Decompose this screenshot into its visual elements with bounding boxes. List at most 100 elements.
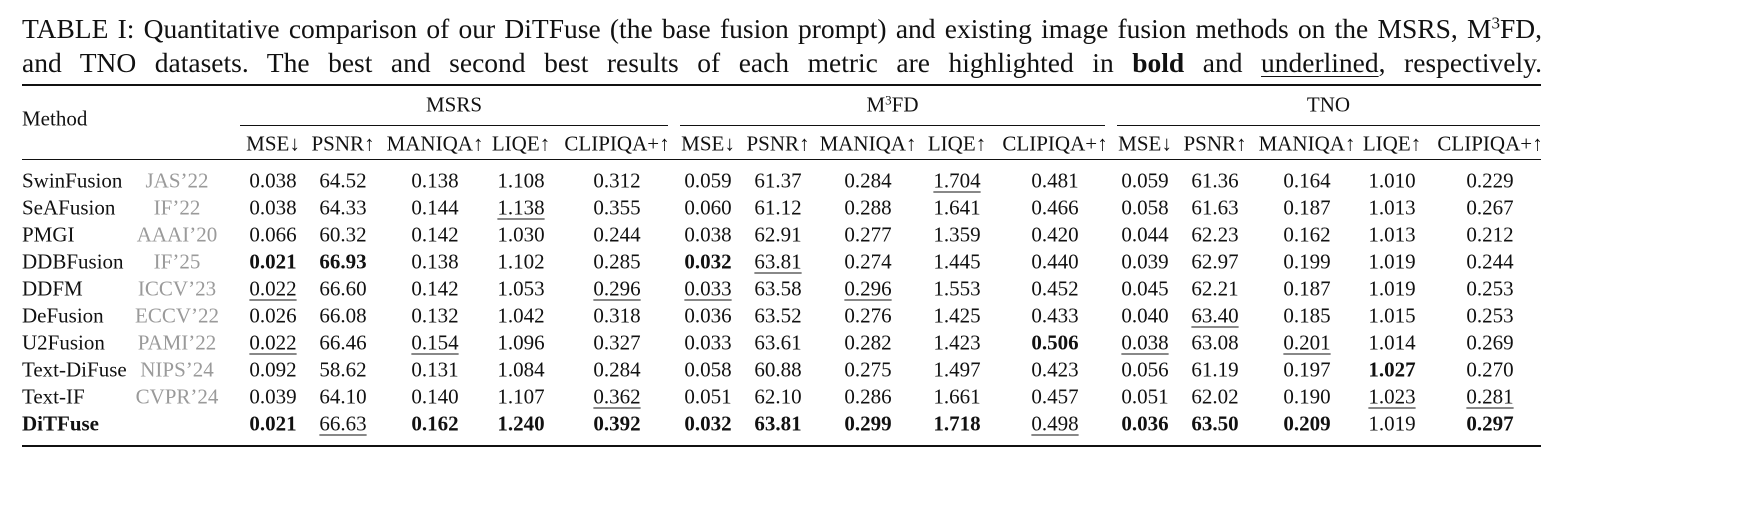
cell: 0.423 xyxy=(1031,357,1079,382)
metric-header: MANIQA↑ xyxy=(819,131,917,156)
cell: 66.46 xyxy=(319,330,367,355)
text-segment: bold xyxy=(1132,47,1185,78)
metric-header: MANIQA↑ xyxy=(386,131,484,156)
cell: 0.297 xyxy=(1466,411,1514,436)
cell: 62.91 xyxy=(754,222,802,247)
cell: 1.240 xyxy=(497,411,545,436)
cell: 1.423 xyxy=(933,330,981,355)
cell: 60.88 xyxy=(754,357,802,382)
text-segment: underlined xyxy=(1261,47,1379,78)
cell: 1.661 xyxy=(933,384,981,409)
cell: 0.038 xyxy=(1121,330,1169,355)
cell: 1.641 xyxy=(933,195,981,220)
cell: 61.12 xyxy=(754,195,802,220)
cell: 0.276 xyxy=(844,303,892,328)
metric-header: MSE↓ xyxy=(1118,131,1172,156)
cell: 64.33 xyxy=(319,195,367,220)
cell: 0.033 xyxy=(684,330,732,355)
text-segment: TABLE I: Quantitative comparison of our … xyxy=(22,13,1492,44)
text-segment: FD xyxy=(891,92,919,117)
metric-header: PSNR↑ xyxy=(311,131,375,156)
metric-header: MANIQA↑ xyxy=(1258,131,1356,156)
cell: 0.045 xyxy=(1121,276,1169,301)
cell: 0.267 xyxy=(1466,195,1514,220)
cell: 62.21 xyxy=(1191,276,1239,301)
cell: 1.497 xyxy=(933,357,981,382)
cell: 0.506 xyxy=(1031,330,1079,355)
cell: 0.026 xyxy=(249,303,297,328)
cell: 63.50 xyxy=(1191,411,1239,436)
cell: 0.138 xyxy=(411,249,459,274)
cell: 0.269 xyxy=(1466,330,1514,355)
cell: 0.420 xyxy=(1031,222,1079,247)
cell: 0.092 xyxy=(249,357,297,382)
method-name: SwinFusion xyxy=(22,168,123,193)
cell: 1.023 xyxy=(1368,384,1416,409)
cell: 1.704 xyxy=(933,168,981,193)
method-name: DiTFuse xyxy=(22,411,100,436)
cell: 0.190 xyxy=(1283,384,1331,409)
cell: 0.201 xyxy=(1283,330,1331,355)
cell: 0.132 xyxy=(411,303,459,328)
text-segment: and xyxy=(1184,47,1262,78)
cell: 1.359 xyxy=(933,222,981,247)
cell: 1.019 xyxy=(1368,249,1416,274)
text-segment: 3 xyxy=(885,92,892,108)
cell: 0.284 xyxy=(844,168,892,193)
cell: 1.010 xyxy=(1368,168,1416,193)
cell: 0.466 xyxy=(1031,195,1079,220)
cell: 1.015 xyxy=(1368,303,1416,328)
cell: 0.277 xyxy=(844,222,892,247)
cell: 0.059 xyxy=(1121,168,1169,193)
cell: 1.027 xyxy=(1368,357,1416,382)
metric-header: CLIPIQA+↑ xyxy=(1437,131,1543,156)
cell: 0.296 xyxy=(844,276,892,301)
rule xyxy=(22,445,1541,447)
cell: 0.039 xyxy=(1121,249,1169,274)
cell: 0.032 xyxy=(684,411,732,436)
cell: 1.425 xyxy=(933,303,981,328)
cell: 1.718 xyxy=(933,411,981,436)
cell: 58.62 xyxy=(319,357,367,382)
method-name: SeAFusion xyxy=(22,195,116,220)
cell: 0.033 xyxy=(684,276,732,301)
cell: 63.81 xyxy=(754,249,802,274)
method-name: DDBFusion xyxy=(22,249,124,274)
text-segment: FD, and TNO datasets. The best and secon… xyxy=(22,13,1542,78)
cell: 0.038 xyxy=(249,195,297,220)
cell: 0.058 xyxy=(684,357,732,382)
cell: 0.059 xyxy=(684,168,732,193)
cell: 0.498 xyxy=(1031,411,1079,436)
cell: 0.022 xyxy=(249,330,297,355)
metric-header: PSNR↑ xyxy=(746,131,810,156)
cell: 0.285 xyxy=(593,249,641,274)
cell: 64.52 xyxy=(319,168,367,193)
metric-header: MSE↓ xyxy=(246,131,300,156)
cell: 0.144 xyxy=(411,195,459,220)
cell: 1.553 xyxy=(933,276,981,301)
cell: 1.019 xyxy=(1368,411,1416,436)
cell: 1.108 xyxy=(497,168,545,193)
rule xyxy=(680,125,1105,126)
cell: 1.096 xyxy=(497,330,545,355)
cell: 0.481 xyxy=(1031,168,1079,193)
cell: 0.318 xyxy=(593,303,641,328)
cell: 0.274 xyxy=(844,249,892,274)
cell: 0.288 xyxy=(844,195,892,220)
cell: 0.392 xyxy=(593,411,641,436)
cell: 0.327 xyxy=(593,330,641,355)
cell: 0.060 xyxy=(684,195,732,220)
cell: 63.61 xyxy=(754,330,802,355)
cell: 62.10 xyxy=(754,384,802,409)
venue: PAMI’22 xyxy=(137,330,217,355)
cell: 0.056 xyxy=(1121,357,1169,382)
cell: 1.030 xyxy=(497,222,545,247)
cell: 0.039 xyxy=(249,384,297,409)
cell: 1.107 xyxy=(497,384,545,409)
cell: 1.019 xyxy=(1368,276,1416,301)
cell: 1.013 xyxy=(1368,195,1416,220)
text-segment: , respectively. xyxy=(1378,47,1542,78)
cell: 0.355 xyxy=(593,195,641,220)
cell: 63.08 xyxy=(1191,330,1239,355)
cell: 64.10 xyxy=(319,384,367,409)
